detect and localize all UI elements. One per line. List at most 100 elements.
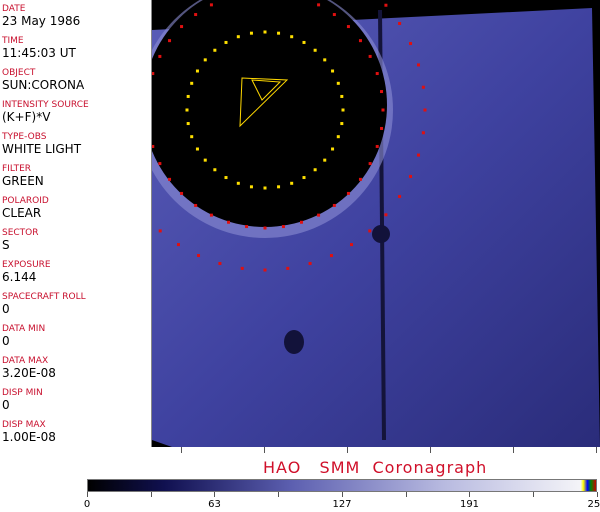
grid-dot	[421, 85, 425, 89]
grid-dot	[203, 158, 207, 162]
grid-dot	[302, 40, 306, 44]
grid-dot	[290, 181, 294, 185]
grid-dot	[329, 254, 333, 258]
field-object: OBJECT SUN:CORONA	[2, 68, 84, 92]
grid-dot	[368, 54, 372, 58]
grid-dot	[185, 108, 189, 112]
colorbar-tick-label: 63	[208, 499, 221, 510]
axis-tick	[181, 447, 182, 453]
colorbar-tick	[596, 492, 598, 497]
field-label: TYPE-OBS	[2, 132, 47, 142]
grid-dot	[194, 13, 198, 17]
field-polaroid: POLAROID CLEAR	[2, 196, 49, 220]
grid-dot	[350, 243, 354, 247]
grid-dot	[236, 35, 240, 39]
grid-dot	[375, 72, 379, 76]
pylon-disc	[372, 225, 390, 243]
field-label: SPACECRAFT ROLL	[2, 292, 86, 302]
occulter-disc	[143, 0, 387, 227]
region-outline	[239, 77, 289, 128]
grid-dot	[158, 162, 162, 166]
grid-dot	[249, 185, 253, 189]
colorbar-tick	[341, 492, 343, 497]
chart-title: HAO SMM Coronagraph	[263, 458, 488, 477]
grid-dot	[375, 144, 379, 148]
grid-dot	[195, 147, 199, 151]
field-label: DATA MIN	[2, 324, 46, 334]
grid-dot	[158, 54, 162, 58]
field-filter: FILTER GREEN	[2, 164, 44, 188]
grid-dot	[180, 191, 184, 195]
colorbar-tick	[214, 492, 216, 497]
grid-dot	[203, 58, 207, 62]
grid-dot	[277, 185, 281, 189]
axis-tick	[513, 447, 514, 453]
grid-dot	[409, 42, 413, 46]
colorbar-tick-label: 255	[587, 499, 600, 510]
field-intensity-source: INTENSITY SOURCE (K+F)*V	[2, 100, 89, 124]
field-label: FILTER	[2, 164, 32, 174]
colorbar-tick	[278, 492, 280, 497]
colorbar-tick-label: 127	[332, 499, 352, 510]
field-time: TIME 11:45:03 UT	[2, 36, 76, 60]
field-label: DATA MAX	[2, 356, 49, 366]
field-spacecraft-roll: SPACECRAFT ROLL 0	[2, 292, 86, 316]
grid-dot	[340, 122, 344, 126]
grid-dot	[263, 186, 267, 190]
grid-dot	[218, 262, 222, 266]
field-value: S	[2, 238, 10, 252]
field-disp-min: DISP MIN 0	[2, 388, 43, 412]
grid-dot	[290, 35, 294, 39]
grid-dot	[281, 225, 285, 229]
field-label: DATE	[2, 4, 26, 14]
grid-dot	[186, 94, 190, 98]
grid-dot	[299, 220, 303, 224]
grid-dot	[213, 168, 217, 172]
grid-dot	[417, 153, 421, 157]
field-exposure: EXPOSURE 6.144	[2, 260, 51, 284]
field-label: SECTOR	[2, 228, 39, 238]
grid-dot	[263, 30, 267, 34]
grid-dot	[190, 81, 194, 85]
field-value: 0	[2, 302, 10, 316]
grid-dot	[331, 147, 335, 151]
grid-dot	[263, 226, 267, 230]
colorbar-tick	[150, 492, 152, 497]
grid-dot	[263, 268, 267, 272]
grid-dot	[368, 162, 372, 166]
grid-dot	[336, 135, 340, 139]
grid-dot	[323, 58, 327, 62]
grid-dot	[227, 220, 231, 224]
field-sector: SECTOR S	[2, 228, 39, 252]
grid-dot	[245, 225, 249, 229]
field-data-min: DATA MIN 0	[2, 324, 45, 348]
colorbar	[87, 479, 597, 492]
grid-dot	[176, 243, 180, 247]
field-value: 0	[2, 334, 10, 348]
grid-dot	[194, 203, 198, 207]
field-label: INTENSITY SOURCE	[2, 100, 89, 110]
coronagraph-image	[103, 0, 600, 447]
grid-dot	[340, 94, 344, 98]
dust-spot	[284, 330, 304, 354]
field-value: WHITE LIGHT	[2, 142, 82, 156]
colorbar-tick	[87, 492, 88, 497]
grid-dot	[313, 168, 317, 172]
grid-dot	[213, 48, 217, 52]
grid-dot	[346, 25, 350, 29]
grid-dot	[195, 69, 199, 73]
grid-dot	[332, 13, 336, 17]
grid-dot	[190, 135, 194, 139]
grid-dot	[398, 21, 402, 25]
field-label: OBJECT	[2, 68, 36, 78]
field-type-obs: TYPE-OBS WHITE LIGHT	[2, 132, 81, 156]
grid-dot	[209, 213, 213, 217]
grid-dot	[186, 122, 190, 126]
field-data-max: DATA MAX 3.20E-08	[2, 356, 56, 380]
colorbar-tick-label: 0	[83, 499, 91, 510]
grid-dot	[277, 31, 281, 35]
grid-dot	[346, 191, 350, 195]
grid-dot	[358, 39, 362, 43]
grid-dot	[380, 90, 384, 94]
grid-dot	[180, 25, 184, 29]
